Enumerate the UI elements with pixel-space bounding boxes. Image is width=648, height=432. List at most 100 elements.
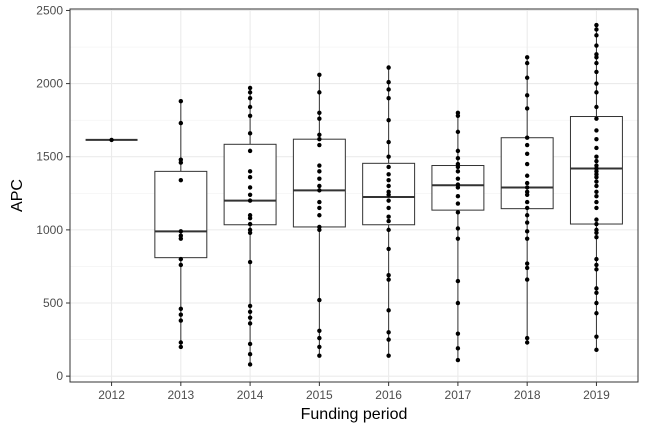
data-point <box>594 104 599 110</box>
data-point <box>524 236 530 241</box>
data-point <box>524 151 530 157</box>
data-point <box>386 96 391 101</box>
data-point <box>524 335 530 341</box>
data-point <box>455 169 461 174</box>
data-point <box>247 321 253 326</box>
data-point <box>455 201 461 206</box>
data-point <box>247 148 253 154</box>
data-point <box>317 110 322 116</box>
data-point <box>594 163 599 168</box>
data-point <box>386 65 391 70</box>
data-point <box>386 227 391 233</box>
y-tick-label: 1000 <box>36 223 63 237</box>
data-point <box>524 199 530 205</box>
data-point <box>386 87 391 92</box>
data-point <box>386 273 391 278</box>
data-point <box>594 256 599 262</box>
data-point <box>594 199 599 205</box>
data-point <box>455 148 461 154</box>
data-point <box>178 229 184 234</box>
data-point <box>247 185 253 190</box>
data-point <box>247 221 253 227</box>
data-point <box>317 188 322 193</box>
data-point <box>594 81 599 86</box>
data-point <box>386 214 391 219</box>
data-point <box>594 27 599 32</box>
y-tick-label: 1500 <box>36 150 63 164</box>
data-point <box>594 145 599 151</box>
data-point <box>594 311 599 316</box>
data-point <box>524 106 530 111</box>
data-point <box>594 290 599 295</box>
data-point <box>247 341 253 347</box>
data-point <box>247 227 253 233</box>
data-point <box>247 104 253 110</box>
x-axis-ticks: 2012 2013 2014 2015 2016 2017 2018 2019 <box>98 382 610 402</box>
data-point <box>386 189 391 195</box>
y-tick-label: 500 <box>43 296 63 310</box>
x-tick-label: 2016 <box>375 388 402 402</box>
data-point <box>524 205 530 211</box>
data-point <box>594 22 599 28</box>
data-point <box>178 177 184 183</box>
data-point <box>247 175 253 180</box>
data-point <box>178 318 184 323</box>
data-point <box>317 116 322 121</box>
data-point <box>247 192 253 197</box>
data-point <box>594 234 599 240</box>
x-axis-title: Funding period <box>301 406 408 423</box>
data-point <box>317 183 322 189</box>
data-point <box>317 136 322 142</box>
data-point <box>247 309 253 314</box>
data-point <box>455 194 461 199</box>
data-point <box>386 337 391 342</box>
box-iqr <box>154 170 208 259</box>
data-point <box>594 136 599 142</box>
y-tick-label: 0 <box>56 369 63 383</box>
data-point <box>455 210 461 215</box>
data-point <box>317 344 322 350</box>
data-point <box>386 330 391 335</box>
data-point <box>247 96 253 101</box>
data-point <box>594 60 599 66</box>
data-point <box>317 353 322 358</box>
data-point <box>247 315 253 320</box>
x-tick-label: 2013 <box>167 388 194 402</box>
data-point <box>594 52 599 57</box>
data-point <box>594 90 599 95</box>
data-point <box>109 137 114 143</box>
data-point <box>247 85 253 91</box>
data-point <box>524 173 530 178</box>
data-point <box>455 357 461 363</box>
data-point <box>594 194 599 199</box>
data-point <box>247 259 253 265</box>
data-point <box>524 93 530 98</box>
x-tick-label: 2017 <box>445 388 472 402</box>
data-point <box>386 308 391 313</box>
data-point <box>594 128 599 133</box>
x-tick-label: 2019 <box>583 388 610 402</box>
data-point <box>386 246 391 252</box>
data-point <box>524 135 530 140</box>
data-point <box>178 340 184 345</box>
data-point <box>317 205 322 211</box>
data-point <box>455 278 461 284</box>
data-point <box>455 156 461 161</box>
data-point <box>594 221 599 227</box>
data-point <box>524 185 530 190</box>
data-point <box>594 267 599 272</box>
data-point <box>386 172 391 177</box>
box-iqr <box>500 137 554 210</box>
data-point <box>455 331 461 336</box>
data-point <box>455 182 461 187</box>
data-point <box>247 90 253 95</box>
data-point <box>178 256 184 262</box>
data-point <box>247 362 253 367</box>
data-point <box>594 286 599 291</box>
data-point <box>386 177 391 183</box>
data-point <box>594 262 599 268</box>
y-axis-title: APC <box>9 179 26 212</box>
data-point <box>594 205 599 211</box>
data-point <box>524 261 530 266</box>
data-point <box>524 60 530 66</box>
